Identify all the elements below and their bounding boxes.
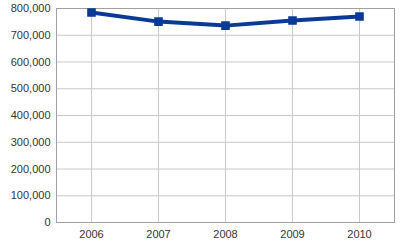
svg-text:800,000: 800,000 [11,2,51,14]
svg-text:2009: 2009 [280,228,304,240]
svg-text:2010: 2010 [347,228,371,240]
svg-text:500,000: 500,000 [11,82,51,94]
svg-text:0: 0 [44,216,50,228]
svg-text:300,000: 300,000 [11,136,51,148]
svg-text:200,000: 200,000 [11,163,51,175]
svg-text:600,000: 600,000 [11,56,51,68]
svg-text:2007: 2007 [146,228,170,240]
svg-text:700,000: 700,000 [11,29,51,41]
svg-text:100,000: 100,000 [11,189,51,201]
svg-text:2008: 2008 [213,228,237,240]
svg-text:400,000: 400,000 [11,109,51,121]
svg-text:2006: 2006 [79,228,103,240]
